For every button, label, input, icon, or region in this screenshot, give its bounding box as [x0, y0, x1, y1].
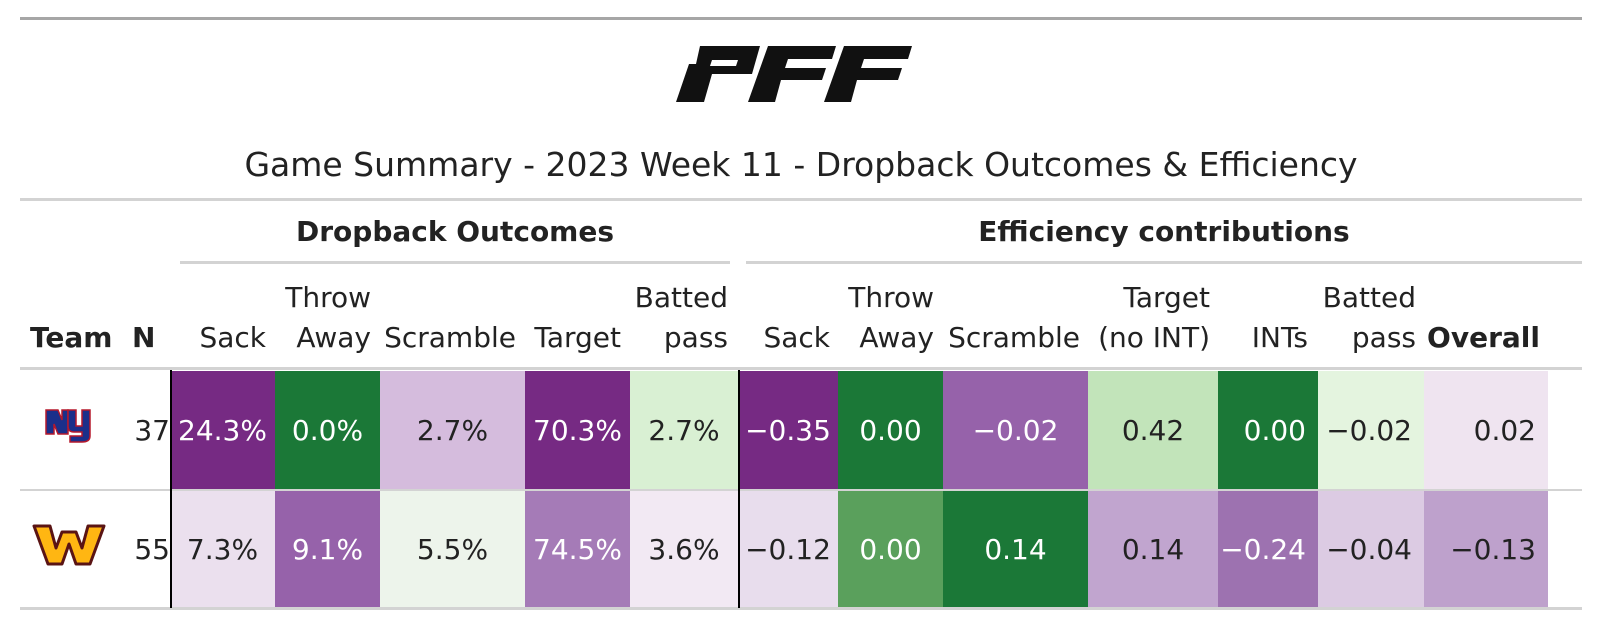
header-outcome-target: Target	[534, 321, 621, 354]
title-rule	[20, 198, 1582, 201]
header-outcome-batted-line1: Batted	[634, 281, 728, 314]
giants-ny-logo	[45, 409, 91, 443]
cell-eff-overall: 0.02	[1424, 371, 1548, 489]
cell-outcome-scramble: 2.7%	[380, 371, 525, 489]
cell-eff-target: 0.42	[1088, 371, 1218, 489]
cell-outcome-throwaway: 9.1%	[275, 491, 380, 608]
header-eff-batted-line1: Batted	[1322, 281, 1416, 314]
spanner-rule-efficiency	[746, 261, 1582, 264]
cell-eff-throwaway: 0.00	[838, 491, 943, 608]
divider-middle	[738, 370, 740, 608]
cell-outcome-throwaway: 0.0%	[275, 371, 380, 489]
cell-outcome-sack: 24.3%	[170, 371, 275, 489]
header-eff-throwaway-line2: Away	[859, 321, 934, 354]
header-outcome-throwaway-line1: Throw	[285, 281, 371, 314]
pff-logo	[676, 46, 912, 102]
cell-outcome-scramble: 5.5%	[380, 491, 525, 608]
header-eff-ints: INTs	[1251, 321, 1308, 354]
n-value: 55	[134, 533, 170, 566]
spanner-rule-outcomes	[180, 261, 730, 264]
commanders-w-logo	[32, 524, 106, 566]
cell-eff-sack: −0.12	[738, 491, 838, 608]
table-title: Game Summary - 2023 Week 11 - Dropback O…	[244, 145, 1358, 184]
cell-outcome-sack: 7.3%	[170, 491, 275, 608]
header-eff-sack: Sack	[763, 321, 830, 354]
cell-eff-ints: −0.24	[1218, 491, 1318, 608]
header-eff-target-line1: Target	[1123, 281, 1210, 314]
header-eff-scramble: Scramble	[948, 321, 1080, 354]
header-outcome-batted-line2: pass	[663, 321, 728, 354]
cell-eff-sack: −0.35	[738, 371, 838, 489]
header-outcome-sack: Sack	[199, 321, 266, 354]
bottom-rule	[20, 607, 1582, 610]
header-eff-throwaway-line1: Throw	[848, 281, 934, 314]
cell-eff-batted: −0.02	[1318, 371, 1424, 489]
cell-eff-scramble: 0.14	[943, 491, 1088, 608]
header-eff-target-line2: (no INT)	[1098, 321, 1210, 354]
header-n: N	[132, 321, 156, 354]
header-eff-batted-line2: pass	[1351, 321, 1416, 354]
n-value: 37	[134, 413, 170, 447]
divider-left	[170, 370, 172, 608]
cell-eff-batted: −0.04	[1318, 491, 1424, 608]
cell-outcome-target: 74.5%	[525, 491, 630, 608]
header-outcome-throwaway-line2: Away	[296, 321, 371, 354]
summary-table: Game Summary - 2023 Week 11 - Dropback O…	[20, 0, 1584, 642]
top-rule	[20, 17, 1582, 20]
cell-eff-scramble: −0.02	[943, 371, 1088, 489]
spanner-efficiency: Efficiency contributions	[978, 215, 1350, 248]
cell-eff-overall: −0.13	[1424, 491, 1548, 608]
cell-eff-ints: 0.00	[1218, 371, 1318, 489]
row-rule	[20, 489, 1582, 491]
header-team: Team	[30, 321, 113, 354]
spanner-dropback-outcomes: Dropback Outcomes	[295, 215, 615, 248]
cell-eff-target: 0.14	[1088, 491, 1218, 608]
cell-outcome-batted: 2.7%	[630, 371, 738, 489]
cell-outcome-target: 70.3%	[525, 371, 630, 489]
header-rule	[20, 367, 1582, 370]
cell-outcome-batted: 3.6%	[630, 491, 738, 608]
header-eff-overall: Overall	[1427, 321, 1540, 354]
cell-eff-throwaway: 0.00	[838, 371, 943, 489]
header-outcome-scramble: Scramble	[384, 321, 516, 354]
